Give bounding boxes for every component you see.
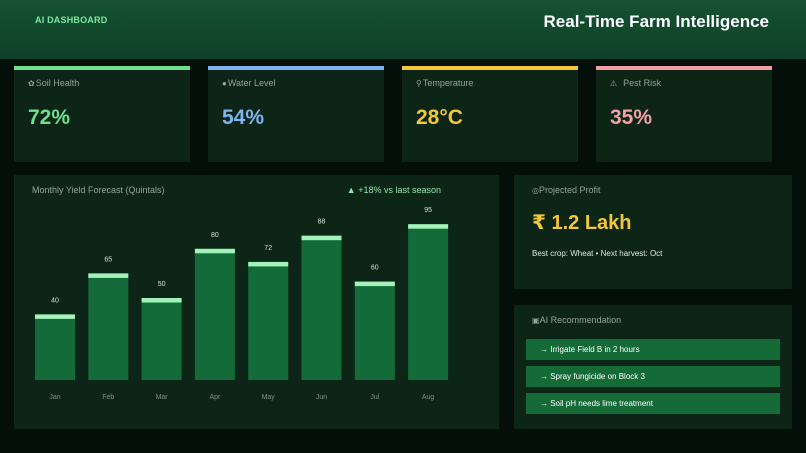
recommendation-list: → Irrigate Field B in 2 hours → Spray fu…: [526, 339, 780, 420]
kpi-label: Soil Health: [35, 78, 80, 88]
kpi-value: 54%: [222, 106, 265, 129]
x-tick-label: Mar: [156, 394, 169, 401]
soil-icon: ✿: [28, 78, 35, 88]
recommendation-label: AI Recommendation: [539, 315, 622, 325]
chart-title: Monthly Yield Forecast (Quintals): [32, 185, 165, 195]
header-bar: AI DASHBOARD Real-Time Farm Intelligence: [0, 0, 806, 59]
kpi-label: Water Level: [227, 78, 276, 88]
bar-cap: [301, 235, 342, 241]
brand-label: AI DASHBOARD: [35, 15, 108, 25]
x-tick-label: Jun: [316, 394, 327, 401]
kpi-label: Pest Risk: [623, 78, 662, 88]
kpi-value: 72%: [28, 106, 71, 129]
recommendation-panel: ▣AI Recommendation → Irrigate Field B in…: [514, 305, 792, 429]
kpi-card-temperature: ⚲ Temperature 28°C: [402, 66, 578, 162]
data-label: 80: [211, 232, 219, 239]
kpi-card-water-level: ● Water Level 54%: [208, 66, 384, 162]
profit-label: Projected Profit: [538, 185, 601, 195]
x-tick-label: Apr: [209, 394, 221, 401]
x-tick-label: Feb: [102, 394, 114, 401]
x-tick-label: Aug: [422, 394, 435, 401]
recommendation-item[interactable]: → Soil pH needs lime treatment: [526, 393, 780, 414]
data-label: 40: [51, 297, 59, 304]
bar-jun[interactable]: [301, 235, 342, 380]
bar-jul[interactable]: [354, 281, 395, 380]
recommendation-item[interactable]: → Irrigate Field B in 2 hours: [526, 339, 780, 360]
x-tick-label: May: [262, 394, 276, 401]
yield-chart-panel: 40 Jan 65 Feb 50 Mar 80 Apr 72 May 88 Jun 60 Jul 95 Aug…: [14, 175, 499, 429]
recommendation-item[interactable]: → Spray fungicide on Block 3: [526, 366, 780, 387]
bar-may[interactable]: [248, 261, 289, 380]
bar-aug[interactable]: [408, 224, 449, 380]
kpi-value: 35%: [610, 106, 653, 129]
data-label: 65: [104, 256, 112, 263]
bar-cap: [35, 314, 75, 319]
profit-value: ₹ 1.2 Lakh: [532, 212, 632, 234]
bar-feb[interactable]: [88, 273, 129, 380]
kpi-card-soil-health: ✿ Soil Health 72%: [14, 66, 190, 162]
bar-jan[interactable]: [35, 314, 75, 380]
page-title: Real-Time Farm Intelligence: [543, 12, 769, 31]
thermometer-icon: ⚲: [416, 78, 422, 88]
data-label: 88: [318, 219, 326, 226]
bar-cap: [354, 281, 395, 287]
trend-badge: ▲ +18% vs last season: [346, 185, 441, 195]
bar-apr[interactable]: [194, 248, 235, 380]
kpi-value: 28°C: [416, 106, 463, 129]
rupee-icon: ◎: [532, 186, 539, 195]
bar-cap: [194, 248, 235, 254]
kpi-card-pest-risk: ⚠ Pest Risk 35%: [596, 66, 772, 162]
data-label: 60: [371, 265, 379, 272]
profit-meta: Best crop: Wheat • Next harvest: Oct: [532, 249, 663, 258]
x-tick-label: Jul: [370, 394, 379, 401]
yield-bar-chart: 40 Jan 65 Feb 50 Mar 80 Apr 72 May 88 Jun 60 Jul 95 Aug: [35, 207, 449, 401]
robot-icon: ▣: [532, 316, 540, 325]
bar-cap: [141, 298, 182, 303]
warning-icon: ⚠: [610, 78, 618, 88]
data-label: 50: [158, 281, 166, 288]
bar-cap: [88, 273, 129, 278]
water-drop-icon: ●: [222, 78, 227, 88]
bar-cap: [408, 224, 449, 229]
data-label: 72: [264, 245, 272, 252]
data-label: 95: [424, 207, 432, 214]
bar-mar[interactable]: [141, 298, 182, 380]
kpi-label: Temperature: [422, 78, 474, 88]
profit-panel: ◎Projected Profit ₹ 1.2 Lakh Best crop: …: [514, 175, 792, 289]
bar-cap: [248, 261, 289, 267]
x-tick-label: Jan: [49, 394, 60, 401]
